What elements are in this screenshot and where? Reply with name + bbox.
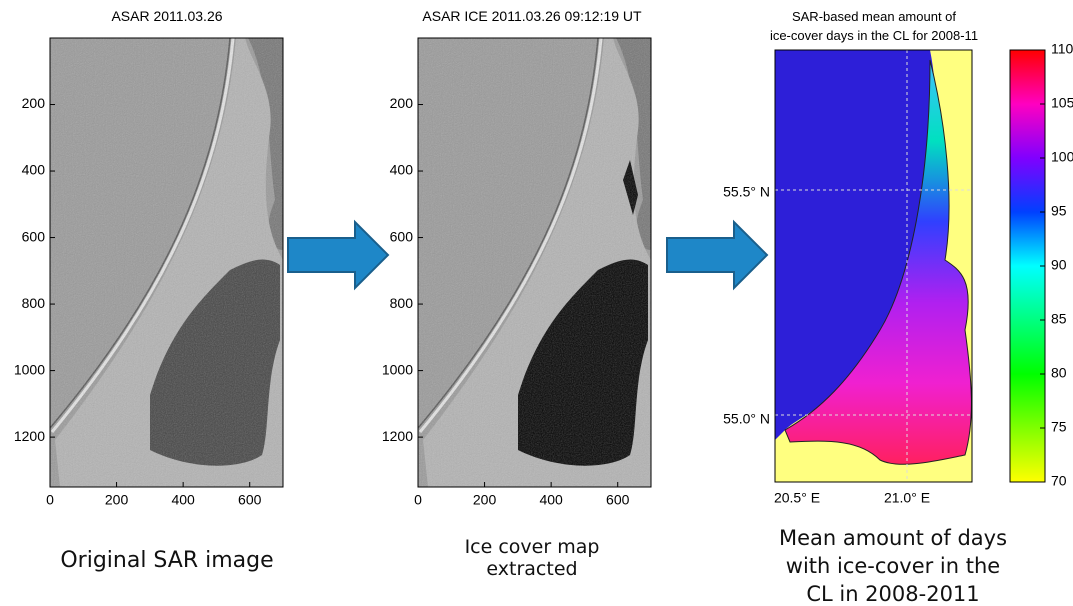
colorbar-tick-label: 100 (1051, 149, 1073, 165)
caption: with ice-cover in the (786, 554, 1000, 578)
figure: 55.5° N 55.0° N 20.5° E 21.0° E ASAR 201… (0, 0, 1073, 606)
x-tick-label: 200 (473, 492, 497, 508)
colorbar-tick-label: 75 (1051, 419, 1067, 435)
ice-days-map: 55.5° N 55.0° N 20.5° E 21.0° E (723, 50, 972, 506)
x-tick-label: 600 (606, 492, 630, 508)
y-tick-label: 1200 (382, 428, 413, 444)
colorbar-tick-label: 90 (1051, 257, 1067, 273)
arrow (288, 222, 388, 288)
x-tick-label: 400 (171, 492, 195, 508)
x-tick-label: 200 (105, 492, 129, 508)
map-title: SAR-based mean amount of (792, 9, 956, 24)
colorbar-tick-label: 110 (1051, 41, 1073, 57)
colorbar (1010, 50, 1045, 482)
panel-title: ASAR 2011.03.26 (111, 8, 222, 24)
x-tick-label: 0 (414, 492, 422, 508)
caption: Mean amount of days (779, 526, 1007, 550)
lat-label: 55.0° N (723, 411, 770, 427)
y-tick-label: 200 (22, 95, 46, 111)
x-tick-label: 0 (46, 492, 54, 508)
sar-image (50, 38, 283, 487)
lat-label: 55.5° N (723, 184, 770, 200)
arrow (667, 222, 767, 288)
y-tick-label: 800 (22, 295, 46, 311)
panel-title: ASAR ICE 2011.03.26 09:12:19 UT (422, 8, 642, 24)
caption: extracted (486, 558, 577, 580)
colorbar-tick-label: 95 (1051, 203, 1067, 219)
y-tick-label: 800 (390, 295, 414, 311)
x-tick-label: 600 (238, 492, 262, 508)
map-title: ice-cover days in the CL for 2008-11 (770, 28, 978, 43)
lon-label: 20.5° E (774, 490, 820, 506)
x-tick-label: 400 (539, 492, 563, 508)
y-tick-label: 1000 (382, 361, 413, 377)
y-tick-label: 1200 (14, 428, 45, 444)
colorbar-tick-label: 80 (1051, 365, 1067, 381)
y-tick-label: 600 (390, 228, 414, 244)
y-tick-label: 600 (22, 228, 46, 244)
y-tick-label: 400 (22, 162, 46, 178)
caption: Ice cover map (465, 536, 600, 558)
ice-map-image (418, 38, 651, 487)
y-tick-label: 200 (390, 95, 414, 111)
colorbar-tick-label: 70 (1051, 473, 1067, 489)
y-tick-label: 400 (390, 162, 414, 178)
caption: Original SAR image (60, 548, 273, 573)
y-tick-label: 1000 (14, 361, 45, 377)
colorbar-tick-label: 85 (1051, 311, 1067, 327)
caption: CL in 2008-2011 (806, 582, 979, 606)
colorbar-tick-label: 105 (1051, 95, 1073, 111)
lon-label: 21.0° E (884, 490, 930, 506)
